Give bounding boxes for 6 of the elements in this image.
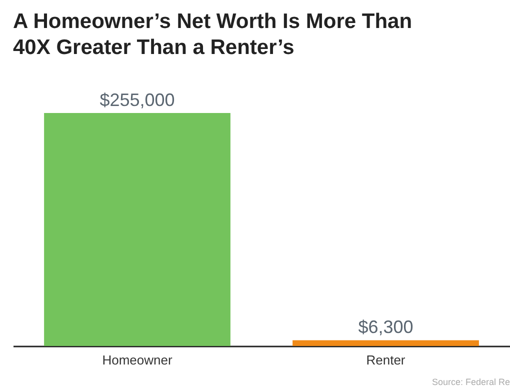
data-label: $6,300 — [358, 317, 414, 338]
x-tick-label: Renter — [366, 352, 406, 368]
x-tick-label: Homeowner — [102, 352, 173, 368]
chart-title: A Homeowner’s Net Worth Is More Than 40X Greater Than a Renter’s — [13, 10, 412, 59]
data-label: $255,000 — [100, 90, 175, 110]
source-note: Source: Federal Re — [432, 377, 510, 387]
